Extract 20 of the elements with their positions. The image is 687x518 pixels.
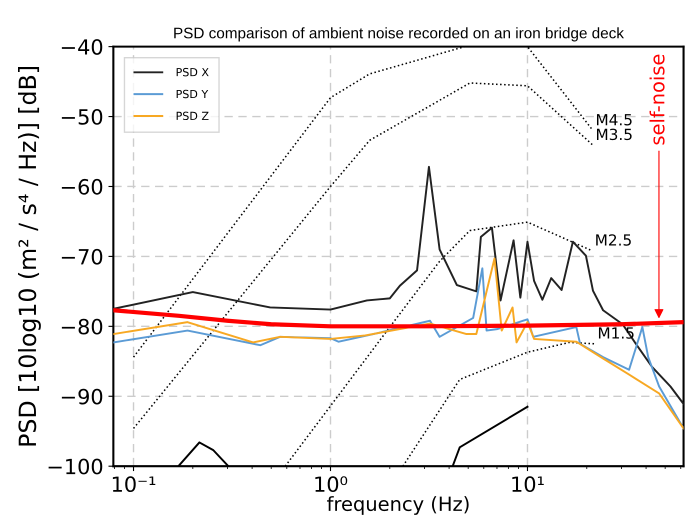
y-tick-label: −60 <box>62 178 102 195</box>
x-tick-label: 10⁻¹ <box>112 476 156 492</box>
y-tick-label: −90 <box>62 388 102 404</box>
y-tick-label: −80 <box>62 318 102 335</box>
legend-label: PSD X <box>176 68 209 76</box>
y-tick-label: −50 <box>62 109 102 125</box>
series-label: M3.5 <box>596 128 632 140</box>
y-axis-title: PSD [10log10 (m² / s⁴ / Hz)] [dB] <box>18 67 41 446</box>
legend-label: PSD Y <box>176 90 208 98</box>
x-axis-title: frequency (Hz) <box>327 496 469 515</box>
y-tick-label: −70 <box>62 248 102 265</box>
series-label: M4.5 <box>596 114 632 126</box>
legend-label: PSD Z <box>176 112 209 120</box>
y-tick-label: −100 <box>48 458 102 474</box>
chart-title: PSD comparison of ambient noise recorded on an iron bridge deck <box>174 27 624 42</box>
x-tick-label: 10¹ <box>512 476 544 492</box>
text: self-noise <box>650 54 665 145</box>
series-label: M2.5 <box>596 234 631 246</box>
x-tick-label: 10⁰ <box>315 476 348 492</box>
y-tick-label: −40 <box>62 39 102 55</box>
